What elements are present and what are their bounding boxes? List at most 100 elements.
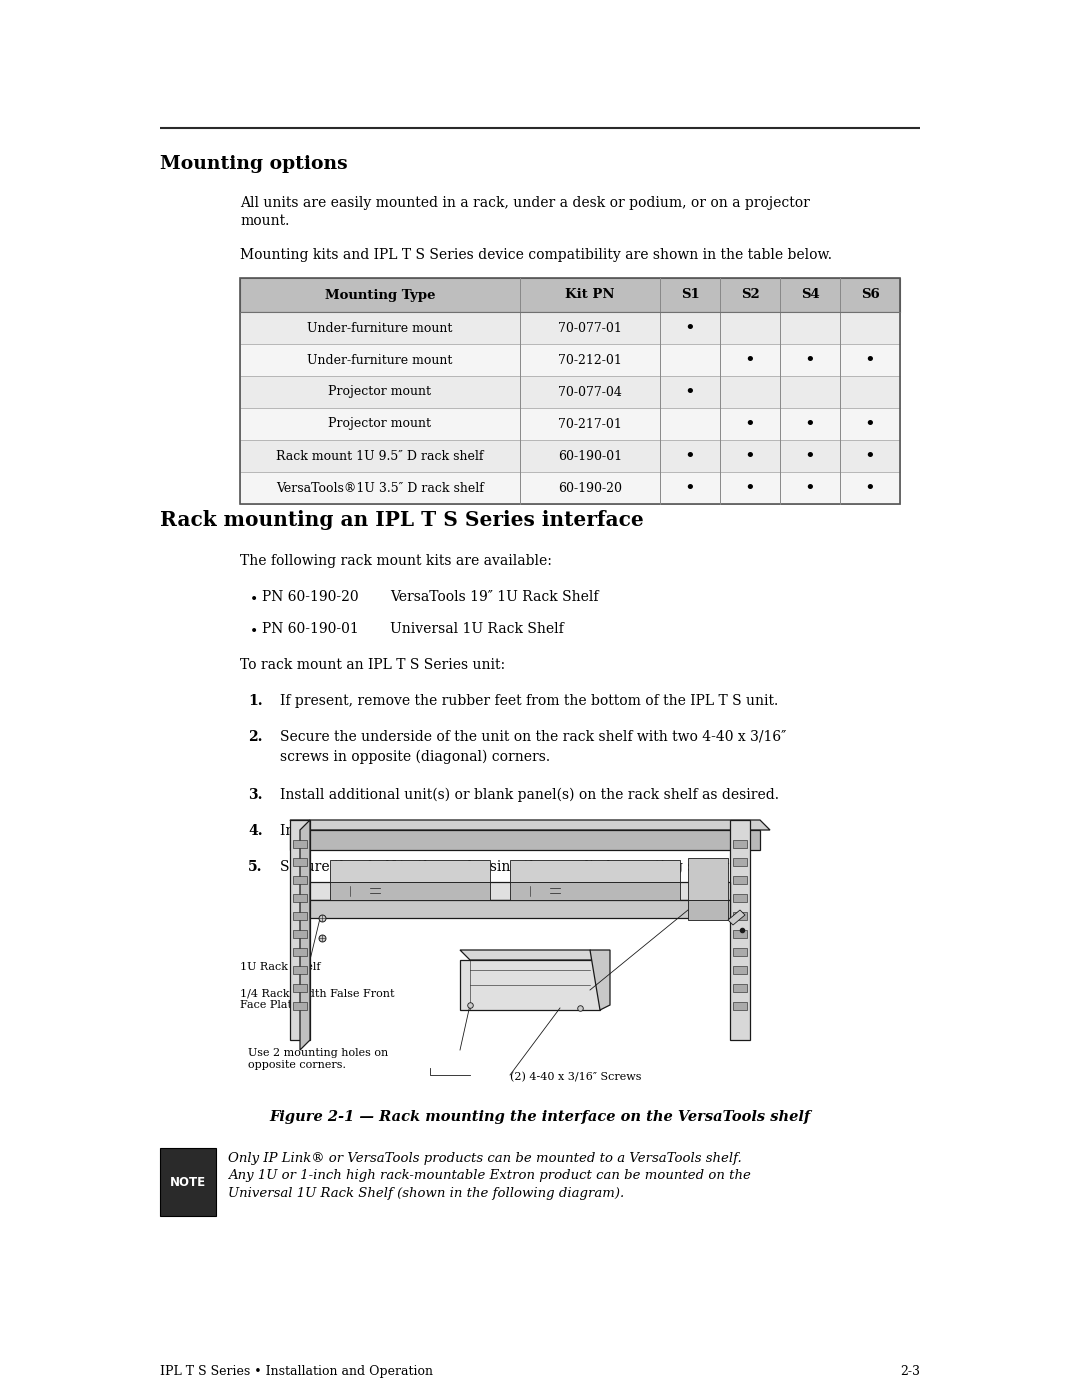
Text: 60-190-20: 60-190-20: [558, 482, 622, 495]
Text: •: •: [805, 351, 815, 369]
Text: (2) 4-40 x 3/16″ Screws: (2) 4-40 x 3/16″ Screws: [510, 1071, 642, 1083]
Bar: [293, 858, 307, 866]
Text: 2-3: 2-3: [900, 1365, 920, 1377]
Text: S1: S1: [680, 289, 700, 302]
Polygon shape: [730, 820, 750, 1039]
Text: To rack mount an IPL T S Series unit:: To rack mount an IPL T S Series unit:: [240, 658, 505, 672]
Text: 70-077-04: 70-077-04: [558, 386, 622, 398]
Text: •: •: [685, 447, 696, 465]
Text: •: •: [865, 415, 876, 433]
Polygon shape: [310, 900, 730, 918]
Bar: [240, 278, 900, 504]
Text: •: •: [805, 415, 815, 433]
Text: •: •: [865, 351, 876, 369]
Polygon shape: [460, 950, 600, 960]
Text: 1.: 1.: [248, 694, 262, 708]
Bar: [733, 930, 747, 937]
Bar: [293, 930, 307, 937]
Text: Install additional unit(s) or blank panel(s) on the rack shelf as desired.: Install additional unit(s) or blank pane…: [280, 788, 779, 802]
Text: Under-furniture mount: Under-furniture mount: [308, 353, 453, 366]
Bar: [733, 983, 747, 992]
Bar: [240, 408, 900, 440]
Polygon shape: [728, 909, 745, 925]
Text: •: •: [685, 383, 696, 401]
Text: Use 2 mounting holes on
opposite corners.: Use 2 mounting holes on opposite corners…: [248, 1048, 388, 1070]
Text: Mounting kits and IPL T S Series device compatibility are shown in the table bel: Mounting kits and IPL T S Series device …: [240, 249, 832, 263]
Text: VersaTools 19″ 1U Rack Shelf: VersaTools 19″ 1U Rack Shelf: [390, 590, 598, 604]
Polygon shape: [460, 960, 600, 1010]
Bar: [733, 912, 747, 921]
Text: •: •: [744, 351, 755, 369]
Bar: [293, 894, 307, 902]
Text: 5.: 5.: [248, 861, 262, 875]
Bar: [293, 912, 307, 921]
Text: Projector mount: Projector mount: [328, 418, 432, 430]
Text: 70-217-01: 70-217-01: [558, 418, 622, 430]
Bar: [733, 965, 747, 974]
Text: Rack mount 1U 9.5″ D rack shelf: Rack mount 1U 9.5″ D rack shelf: [276, 450, 484, 462]
Text: S4: S4: [800, 289, 820, 302]
Polygon shape: [291, 820, 310, 1039]
Bar: [733, 876, 747, 884]
Text: Mounting Type: Mounting Type: [325, 289, 435, 302]
Bar: [733, 1002, 747, 1010]
Bar: [240, 472, 900, 504]
Bar: [240, 376, 900, 408]
Bar: [293, 1002, 307, 1010]
Text: •: •: [865, 447, 876, 465]
Bar: [293, 965, 307, 974]
Text: 70-212-01: 70-212-01: [558, 353, 622, 366]
Text: VersaTools®1U 3.5″ D rack shelf: VersaTools®1U 3.5″ D rack shelf: [276, 482, 484, 495]
Text: •: •: [685, 319, 696, 337]
Text: •: •: [249, 592, 258, 606]
Bar: [240, 344, 900, 376]
Text: 4.: 4.: [248, 824, 262, 838]
Text: •: •: [685, 479, 696, 497]
Polygon shape: [310, 882, 730, 900]
Text: Mounting options: Mounting options: [160, 155, 348, 173]
Text: Universal 1U Rack Shelf: Universal 1U Rack Shelf: [390, 622, 564, 636]
Text: •: •: [249, 624, 258, 638]
Text: •: •: [805, 447, 815, 465]
Bar: [240, 312, 900, 344]
Text: Under-furniture mount: Under-furniture mount: [308, 321, 453, 334]
Text: NOTE: NOTE: [170, 1175, 206, 1189]
Text: •: •: [865, 479, 876, 497]
Bar: [733, 858, 747, 866]
Text: Figure 2-1 — Rack mounting the interface on the VersaTools shelf: Figure 2-1 — Rack mounting the interface…: [269, 1111, 811, 1125]
Polygon shape: [300, 820, 310, 1051]
Text: •: •: [805, 479, 815, 497]
Polygon shape: [291, 830, 760, 849]
Polygon shape: [510, 861, 680, 882]
Bar: [293, 983, 307, 992]
Bar: [160, 1148, 216, 1215]
Polygon shape: [688, 900, 728, 921]
Text: 3.: 3.: [248, 788, 262, 802]
Text: If present, remove the rubber feet from the bottom of the IPL T S unit.: If present, remove the rubber feet from …: [280, 694, 779, 708]
Text: •: •: [744, 447, 755, 465]
Polygon shape: [590, 950, 610, 1010]
Text: Secure the underside of the unit on the rack shelf with two 4-40 x 3/16″
screws : Secure the underside of the unit on the …: [280, 731, 786, 764]
Bar: [293, 949, 307, 956]
Bar: [733, 840, 747, 848]
Polygon shape: [510, 882, 680, 900]
Text: S6: S6: [861, 289, 879, 302]
Text: Insert the shelf into the rack at the desired location.: Insert the shelf into the rack at the de…: [280, 824, 650, 838]
Text: 60-190-01: 60-190-01: [558, 450, 622, 462]
Text: Projector mount: Projector mount: [328, 386, 432, 398]
Bar: [240, 278, 900, 312]
Text: S2: S2: [741, 289, 759, 302]
Text: The following rack mount kits are available:: The following rack mount kits are availa…: [240, 555, 552, 569]
Text: PN 60-190-01: PN 60-190-01: [262, 622, 359, 636]
Text: PN 60-190-20: PN 60-190-20: [262, 590, 359, 604]
Text: •: •: [744, 415, 755, 433]
Text: 70-077-01: 70-077-01: [558, 321, 622, 334]
Polygon shape: [330, 861, 490, 882]
Text: 1U Rack Shelf: 1U Rack Shelf: [240, 963, 321, 972]
Polygon shape: [291, 820, 770, 830]
Text: Kit PN: Kit PN: [565, 289, 615, 302]
Text: Only IP Link® or VersaTools products can be mounted to a VersaTools shelf.
Any 1: Only IP Link® or VersaTools products can…: [228, 1153, 751, 1200]
Text: 2.: 2.: [248, 731, 262, 745]
Bar: [293, 840, 307, 848]
Text: All units are easily mounted in a rack, under a desk or podium, or on a projecto: All units are easily mounted in a rack, …: [240, 196, 810, 228]
